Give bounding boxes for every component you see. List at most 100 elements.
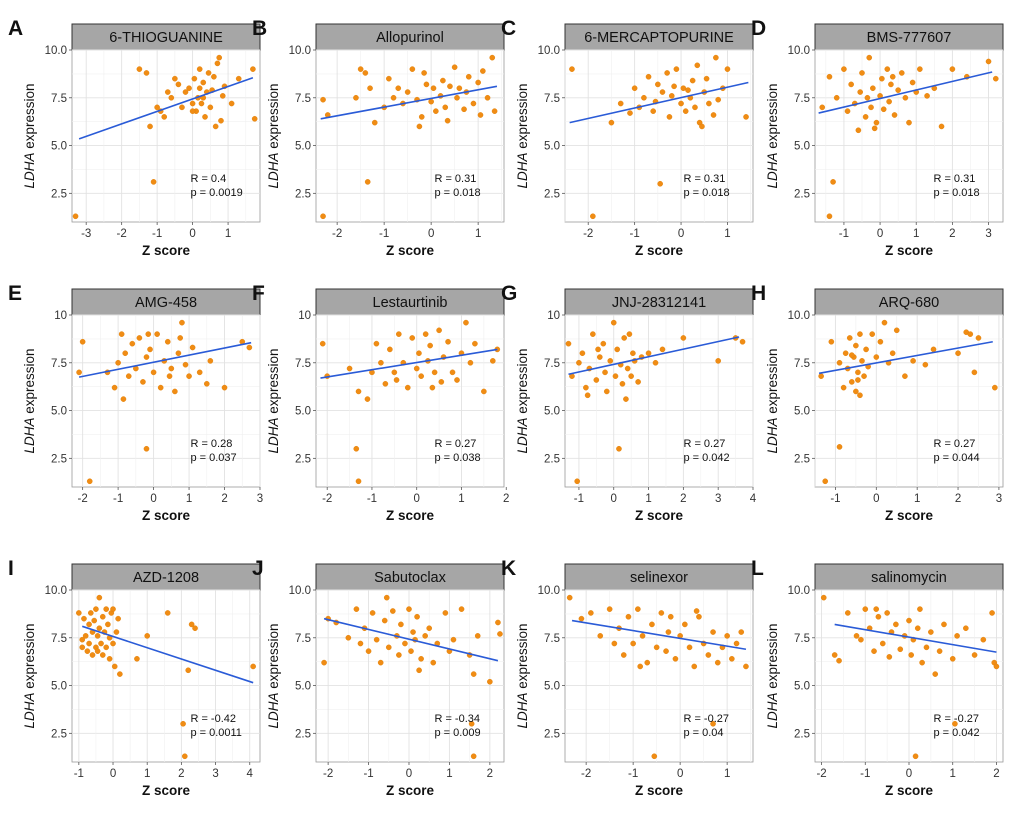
x-tick-label: -1 [628,768,638,780]
data-point [385,644,392,651]
data-point [686,644,693,651]
data-point [396,331,402,337]
strip-header [814,563,1004,591]
data-point [627,110,633,116]
data-point [449,369,456,376]
strip-header [814,288,1004,316]
y-axis-title: LDHA expression [22,83,37,188]
x-tick-label: 0 [428,228,434,240]
y-tick-label: 10.0 [788,310,810,322]
regression-line [834,623,997,653]
data-point [603,388,610,395]
data-point [410,629,416,635]
data-point [353,606,360,612]
y-axis-gene: LDHA [22,153,37,189]
x-tick-label: 0 [906,768,912,780]
x-axis-title: Z score [635,243,684,258]
data-point [595,346,601,353]
data-point [461,106,467,113]
data-point [923,644,930,651]
data-point [430,659,437,666]
data-point [444,117,451,124]
data-point [848,379,855,385]
data-point [954,633,960,639]
data-point [682,108,689,114]
data-point [427,342,433,349]
y-tick-label: 10.0 [788,45,810,57]
data-point [844,610,851,616]
x-tick-label: -2 [117,228,127,240]
strip-title: 6-THIOGUANINE [109,30,223,46]
data-point [893,621,899,628]
data-point [620,652,627,658]
data-point [576,359,582,366]
x-tick-label: -1 [363,768,373,780]
x-tick-label: 1 [458,493,464,505]
data-point [353,445,360,452]
data-point [207,104,214,111]
data-point [888,81,894,88]
data-point [111,384,118,391]
data-point [678,100,684,107]
data-point [649,621,655,628]
data-point [818,373,824,379]
data-point [607,358,614,364]
data-point [870,85,876,92]
data-point [94,648,101,654]
data-point [651,753,658,760]
data-point [902,373,908,379]
panel-b: B Allopurinol -2 -1 0 1 2.5 5.0 7.5 10.0 Z score LD… [252,17,505,258]
panel-a: A 6-THIOGUANINE -3 -2 -1 0 1 2.5 5.0 7.5 10.0 Z sco… [8,17,261,258]
data-point [408,648,414,654]
data-point [251,116,258,122]
data-point [378,359,384,366]
data-point [89,652,96,658]
x-tick-label: -1 [574,493,584,505]
data-point [619,380,626,387]
y-axis-title: LDHA expression [765,623,780,728]
strip-title: AZD-1208 [133,570,199,586]
strip-title: 6-MERCAPTOPURINE [584,30,734,46]
data-point [952,720,958,727]
y-tick-label: 5.0 [295,406,311,418]
data-point [463,319,469,326]
data-point [79,644,86,651]
regression-line [569,81,749,124]
data-point [154,331,160,337]
data-point [357,66,364,72]
data-point [136,335,143,341]
data-point [659,89,666,95]
data-point [710,720,716,727]
x-tick-label: 1 [144,768,150,780]
y-axis-suffix: expression [515,623,530,692]
data-point [963,625,969,632]
x-tick-label: 3 [715,493,721,505]
stat-p: p = 0.038 [434,452,480,464]
x-axis-title: Z score [142,508,191,523]
x-tick-label: 0 [677,768,683,780]
data-point [202,114,208,120]
data-point [430,85,437,92]
data-point [630,350,636,357]
data-point [436,327,442,334]
data-point [373,636,380,643]
data-point [429,384,436,391]
panel-c: C 6-MERCAPTOPURINE -2 -1 0 1 2.5 5.0 7.5 10.0 Z sc… [501,17,754,258]
x-tick-label: 2 [221,493,227,505]
regression-line [78,76,254,140]
panel-label: D [751,17,766,40]
y-axis-title: LDHA expression [266,83,281,188]
data-point [858,636,864,643]
data-point [122,350,129,357]
data-point [79,338,86,345]
data-point [320,96,326,103]
data-point [855,127,862,134]
data-point [891,112,898,118]
data-point [685,87,691,93]
data-point [86,640,92,647]
panel-f: F Lestaurtinib -2 -1 0 1 2 2.5 5.0 7.5 10 Z score LD… [252,282,509,523]
x-tick-label: 0 [150,493,156,505]
data-point [635,379,641,385]
data-point [653,644,660,651]
